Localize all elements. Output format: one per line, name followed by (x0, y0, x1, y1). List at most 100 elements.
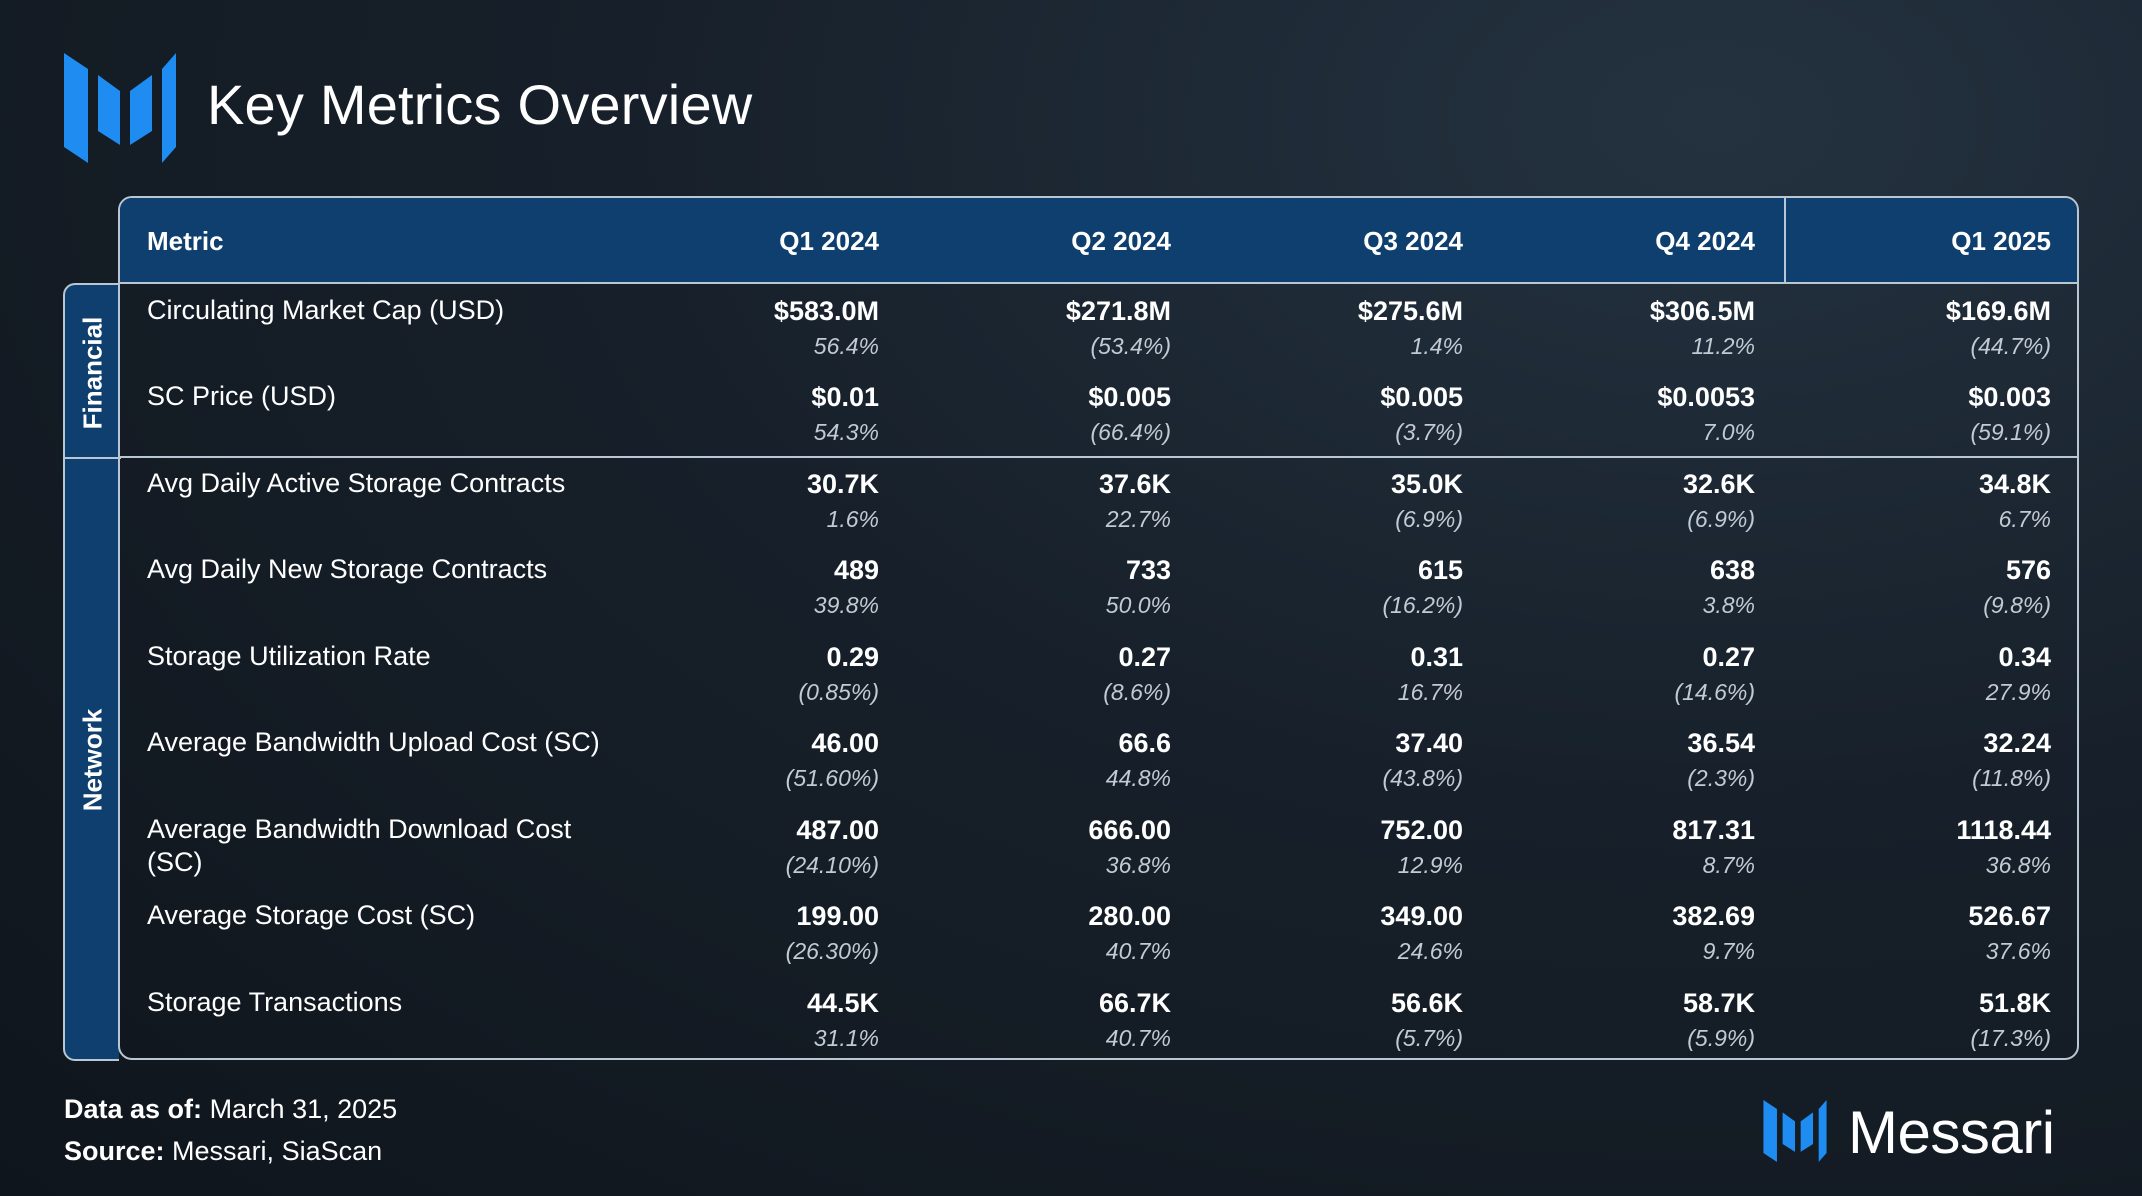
metric-value: 489 (833, 555, 879, 585)
metric-value: 0.27 (1118, 642, 1171, 672)
metric-value: 35.0K (1390, 469, 1463, 499)
metric-change: 16.7% (1397, 679, 1463, 705)
messari-brand-icon (1763, 1100, 1827, 1162)
metric-value: $0.003 (1968, 382, 2051, 412)
metric-change: 40.7% (1105, 938, 1171, 964)
metric-value: $0.0053 (1657, 382, 1755, 412)
metric-label: Avg Daily Active Storage Contracts (147, 468, 566, 498)
metric-value: 36.54 (1687, 728, 1755, 758)
metric-value: 32.24 (1983, 728, 2051, 758)
metric-change: 8.7% (1702, 852, 1755, 878)
table-header: Metric Q1 2024 Q2 2024 Q3 2024 Q4 2024 Q… (120, 198, 2077, 284)
metric-change: (14.6%) (1674, 679, 1755, 705)
metric-change: 7.0% (1702, 419, 1755, 445)
metric-value: 199.00 (796, 901, 879, 931)
metric-change: 24.6% (1397, 938, 1463, 964)
header-q1-2024: Q1 2024 (779, 226, 879, 256)
metric-change: 39.8% (813, 592, 879, 618)
metric-change: (17.3%) (1970, 1025, 2051, 1051)
metric-change: 50.0% (1105, 592, 1171, 618)
metric-value: 37.40 (1395, 728, 1463, 758)
metric-value: 66.6 (1118, 728, 1171, 758)
brand-name: Messari (1848, 1099, 2055, 1166)
metric-value: 0.31 (1410, 642, 1463, 672)
metric-change: (8.6%) (1103, 679, 1171, 705)
metric-value: 382.69 (1672, 901, 1755, 931)
metric-value: 615 (1417, 555, 1463, 585)
metric-value: 638 (1709, 555, 1755, 585)
metric-value: 0.34 (1998, 642, 2051, 672)
metric-value: $275.6M (1357, 296, 1463, 326)
metric-value: 56.6K (1390, 988, 1463, 1018)
metric-value: 526.67 (1968, 901, 2051, 931)
metric-value: 0.27 (1702, 642, 1755, 672)
data-source-label: Source: (64, 1136, 165, 1166)
messari-logo-icon (64, 53, 176, 163)
section-label-network: Network (77, 708, 108, 812)
metric-value: $306.5M (1649, 296, 1755, 326)
metric-value: $0.005 (1380, 382, 1463, 412)
metric-value: $271.8M (1065, 296, 1171, 326)
metric-value: 66.7K (1098, 988, 1171, 1018)
metric-value: $0.01 (811, 382, 879, 412)
metric-change: 37.6% (1985, 938, 2051, 964)
metric-change: (9.8%) (1983, 592, 2051, 618)
metric-value: 280.00 (1088, 901, 1171, 931)
metric-change: 44.8% (1105, 765, 1171, 791)
metric-value: 51.8K (1978, 988, 2051, 1018)
data-date-label: Data as of: (64, 1094, 203, 1124)
section-divider-line (120, 456, 2077, 458)
metric-value: $583.0M (773, 296, 879, 326)
metric-change: (0.85%) (798, 679, 879, 705)
metric-label-line: (SC) (147, 847, 203, 877)
metric-change: 54.3% (813, 419, 879, 445)
header-q2-2024: Q2 2024 (1071, 226, 1171, 256)
section-label-financial: Financial (77, 316, 108, 430)
metric-value: 0.29 (826, 642, 879, 672)
metric-change: (59.1%) (1970, 419, 2051, 445)
data-source: Source: Messari, SiaScan (64, 1136, 382, 1167)
metric-value: $0.005 (1088, 382, 1171, 412)
metric-value: 58.7K (1682, 988, 1755, 1018)
metric-label-line: Average Bandwidth Download Cost (147, 814, 572, 844)
metric-value: 34.8K (1978, 469, 2051, 499)
metric-change: 56.4% (813, 333, 879, 359)
metric-change: (24.10%) (785, 852, 879, 878)
metric-change: (66.4%) (1090, 419, 1171, 445)
header-q3-2024: Q3 2024 (1363, 226, 1463, 256)
data-date-value: March 31, 2025 (209, 1094, 398, 1124)
metric-value: $169.6M (1945, 296, 2051, 326)
metric-change: (53.4%) (1090, 333, 1171, 359)
metrics-table: Metric Q1 2024 Q2 2024 Q3 2024 Q4 2024 Q… (118, 196, 2079, 1060)
metric-change: (5.9%) (1687, 1025, 1755, 1051)
metric-value: 487.00 (796, 815, 879, 845)
metric-change: (43.8%) (1382, 765, 1463, 791)
section-divider (65, 457, 121, 459)
metric-label: SC Price (USD) (147, 381, 337, 411)
metric-change: 36.8% (1105, 852, 1171, 878)
metric-change: 11.2% (1691, 333, 1755, 359)
metric-value: 752.00 (1380, 815, 1463, 845)
metric-value: 30.7K (806, 469, 879, 499)
metric-change: 1.4% (1410, 333, 1463, 359)
metric-change: (5.7%) (1395, 1025, 1463, 1051)
data-source-value: Messari, SiaScan (172, 1136, 383, 1166)
header-q4-2024: Q4 2024 (1655, 226, 1755, 256)
metric-value: 46.00 (811, 728, 879, 758)
metric-change: 6.7% (1998, 506, 2051, 532)
metric-change: 3.8% (1702, 592, 1755, 618)
metric-change: (44.7%) (1970, 333, 2051, 359)
metric-value: 666.00 (1088, 815, 1171, 845)
header-metric: Metric (147, 226, 224, 256)
metric-value: 733 (1125, 555, 1171, 585)
metric-change: (16.2%) (1382, 592, 1463, 618)
metric-change: 36.8% (1985, 852, 2051, 878)
metric-value: 817.31 (1672, 815, 1755, 845)
metric-value: 32.6K (1682, 469, 1755, 499)
metric-label: Average Bandwidth Download Cost (SC) (147, 813, 571, 879)
metric-value: 349.00 (1380, 901, 1463, 931)
data-date: Data as of: March 31, 2025 (64, 1094, 397, 1125)
metric-change: 27.9% (1985, 679, 2051, 705)
metric-label: Storage Transactions (147, 987, 403, 1017)
metric-change: (51.60%) (785, 765, 879, 791)
